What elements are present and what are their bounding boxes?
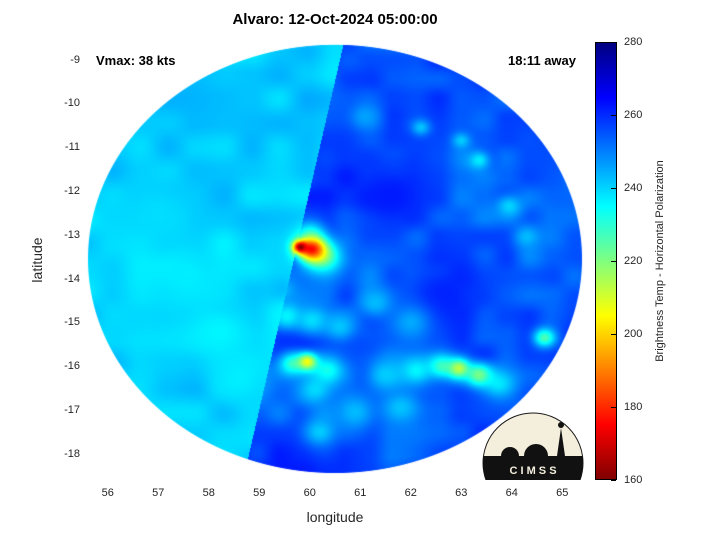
- colorbar-tick-mark: [611, 115, 616, 116]
- colorbar-tick-mark: [611, 42, 616, 43]
- y-tick-label: -15: [64, 316, 80, 329]
- y-tick-label: -16: [64, 360, 80, 373]
- antenna-tower-icon: [557, 428, 565, 456]
- y-tick-label: -14: [64, 272, 80, 285]
- cimss-logo: C I M S S: [482, 412, 584, 480]
- x-tick-label: 56: [101, 487, 114, 499]
- colorbar-tick-label: 240: [624, 182, 643, 194]
- colorbar-tick-label: 280: [624, 36, 643, 48]
- y-tick-label: -17: [64, 403, 80, 416]
- colorbar-tick-label: 220: [624, 255, 643, 267]
- swath-canvas: [85, 40, 585, 480]
- y-tick-label: -11: [64, 141, 80, 154]
- colorbar-tick-label: 260: [624, 109, 643, 121]
- y-tick-label: -9: [70, 53, 80, 66]
- radome-right-icon: [524, 444, 548, 456]
- x-axis-label: longitude: [306, 509, 364, 525]
- cimss-logo-text: C I M S S: [509, 465, 556, 477]
- colorbar: [595, 42, 617, 480]
- colorbar-tick-mark: [611, 261, 616, 262]
- colorbar-tick-label: 180: [624, 401, 643, 413]
- x-tick-label: 65: [556, 487, 569, 499]
- vmax-annotation: Vmax: 38 kts: [96, 53, 176, 68]
- x-tick-label: 63: [455, 487, 468, 499]
- page-title: Alvaro: 12-Oct-2024 05:00:00: [232, 11, 438, 28]
- colorbar-tick-label: 160: [624, 474, 643, 486]
- colorbar-tick-mark: [611, 334, 616, 335]
- y-tick-label: -18: [64, 447, 80, 460]
- x-tick-label: 58: [202, 487, 215, 499]
- x-tick-label: 61: [354, 487, 367, 499]
- colorbar-tick-mark: [611, 188, 616, 189]
- x-tick-label: 57: [152, 487, 165, 499]
- x-tick-label: 60: [303, 487, 316, 499]
- colorbar-label: Brightness Temp - Horizontal Polarizatio…: [654, 160, 666, 362]
- y-tick-label: -10: [64, 97, 80, 110]
- plot-area: Vmax: 38 kts 18:11 away C I M S S: [85, 40, 585, 480]
- colorbar-tick-mark: [611, 407, 616, 408]
- colorbar-tick-label: 200: [624, 328, 643, 340]
- x-tick-label: 62: [404, 487, 417, 499]
- colorbar-tick-mark: [611, 480, 616, 481]
- y-tick-label: -12: [64, 185, 80, 198]
- x-tick-label: 64: [505, 487, 518, 499]
- eta-annotation: 18:11 away: [508, 53, 576, 68]
- radome-left-icon: [501, 447, 519, 456]
- cimss-logo-band: [483, 456, 583, 480]
- y-tick-label: -13: [64, 228, 80, 241]
- x-tick-label: 59: [253, 487, 266, 499]
- antenna-ball-icon: [558, 422, 564, 428]
